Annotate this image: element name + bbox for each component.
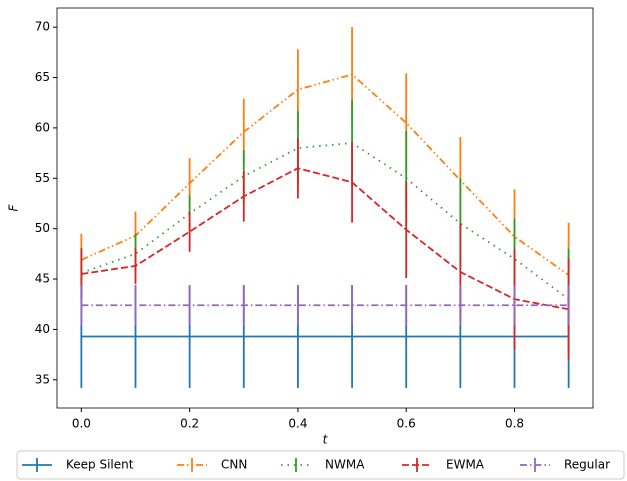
x-tick-label: 0.2 (180, 417, 199, 431)
legend-box (16, 450, 625, 480)
y-tick-label: 45 (35, 272, 50, 286)
legend-label: NWMA (325, 458, 365, 472)
y-tick-label: 50 (35, 221, 50, 235)
legend-label: Keep Silent (66, 458, 134, 472)
y-tick-label: 40 (35, 322, 50, 336)
y-tick-label: 65 (35, 70, 50, 84)
series-line (80, 73, 570, 276)
series-line (81, 167, 569, 311)
legend-label: CNN (221, 458, 247, 472)
y-axis-label: F (7, 203, 21, 211)
y-tick-label: 60 (35, 120, 50, 134)
x-tick-label: 0.0 (72, 417, 91, 431)
y-tick-label: 35 (35, 372, 50, 386)
legend-label: EWMA (446, 458, 485, 472)
plot-frame (56, 7, 594, 409)
y-tick-label: 70 (35, 20, 50, 34)
legend-label: Regular (564, 458, 610, 472)
x-tick-label: 0.4 (288, 417, 307, 431)
x-tick-label: 0.8 (505, 417, 524, 431)
y-tick-label: 55 (35, 171, 50, 185)
x-axis-label: t (323, 433, 329, 447)
series-line (81, 142, 570, 300)
x-tick-label: 0.6 (397, 417, 416, 431)
